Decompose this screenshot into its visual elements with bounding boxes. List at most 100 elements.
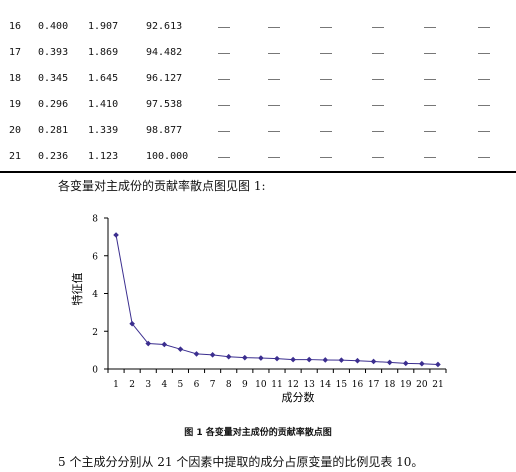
dash-mark — [424, 157, 436, 158]
x-tick-label: 20 — [416, 380, 428, 390]
data-point — [242, 354, 248, 361]
x-tick-label: 12 — [287, 380, 298, 390]
y-tick-label: 6 — [92, 252, 98, 262]
dash-mark — [218, 105, 230, 106]
x-tick-label: 6 — [194, 380, 200, 390]
table-cell: 17 — [9, 47, 22, 58]
intro-paragraph: 各变量对主成份的贡献率散点图见图 1: — [58, 179, 266, 193]
x-axis-label: 成分数 — [282, 391, 315, 404]
x-tick-label: 17 — [368, 380, 380, 390]
x-tick-label: 3 — [145, 380, 151, 390]
x-tick-label: 7 — [210, 380, 216, 390]
x-tick-label: 16 — [352, 380, 364, 390]
data-point — [145, 340, 152, 347]
table-cell: 21 — [9, 151, 22, 162]
y-tick-label: 2 — [92, 328, 98, 338]
table-row: 19 0.296 1.410 97.538 — [0, 95, 516, 115]
y-tick-label: 4 — [92, 290, 98, 300]
y-tick-label: 0 — [92, 366, 98, 376]
dash-mark — [478, 53, 490, 54]
data-point — [354, 357, 361, 364]
dash-mark — [268, 53, 280, 54]
data-point — [113, 232, 119, 238]
table-cell: 94.482 — [146, 47, 183, 58]
data-point — [225, 353, 232, 360]
dash-mark — [372, 27, 384, 28]
data-point — [322, 357, 329, 363]
table-cell: 0.393 — [38, 47, 69, 58]
dash-mark — [372, 105, 384, 106]
x-tick-label: 18 — [384, 380, 396, 390]
table-cell: 98.877 — [146, 125, 183, 136]
dash-mark — [268, 131, 280, 132]
figure-caption: 图 1 各变量对主成份的贡献率散点图 — [184, 428, 332, 438]
table-row: 17 0.393 1.869 94.482 — [0, 43, 516, 63]
y-tick-label: 8 — [92, 215, 98, 225]
dash-mark — [478, 131, 490, 132]
dash-mark — [372, 131, 384, 132]
x-tick-label: 1 — [113, 380, 119, 390]
dash-mark — [320, 131, 332, 132]
dash-mark — [268, 27, 280, 28]
dash-mark — [424, 131, 436, 132]
x-tick-label: 19 — [400, 380, 412, 390]
table-row: 16 0.400 1.907 92.613 — [0, 17, 516, 37]
table-cell: 0.345 — [38, 73, 69, 84]
data-point — [386, 359, 393, 366]
x-tick-label: 11 — [271, 380, 282, 390]
data-table: 16 0.400 1.907 92.613 17 0.393 1.869 94.482 18 0.… — [0, 0, 516, 173]
dash-mark — [218, 27, 230, 28]
table-bottom-rule — [0, 171, 516, 173]
table-row: 21 0.236 1.123 100.000 — [0, 147, 516, 167]
data-point — [419, 360, 425, 367]
footer-paragraph: 5 个主成分分别从 21 个因素中提取的成分占原变量的比例见表 10。 — [58, 455, 424, 469]
dash-mark — [478, 79, 490, 80]
table-cell: 100.000 — [146, 151, 189, 162]
data-point — [161, 341, 168, 348]
table-cell: 92.613 — [146, 21, 183, 32]
dash-mark — [320, 53, 332, 54]
data-point — [338, 357, 345, 363]
table-cell: 1.907 — [88, 21, 119, 32]
dash-mark — [320, 79, 332, 80]
dash-mark — [424, 53, 436, 54]
dash-mark — [218, 79, 230, 80]
x-tick-label: 9 — [242, 380, 248, 390]
dash-mark — [372, 157, 384, 158]
dash-mark — [372, 79, 384, 80]
x-tick-label: 4 — [161, 380, 167, 390]
table-cell: 20 — [9, 125, 22, 136]
data-point — [258, 355, 264, 361]
dash-mark — [372, 53, 384, 54]
x-tick-label: 21 — [432, 380, 443, 390]
data-point — [370, 358, 377, 365]
dash-mark — [320, 157, 332, 158]
table-cell: 1.869 — [88, 47, 119, 58]
x-tick-label: 15 — [336, 380, 348, 390]
dash-mark — [218, 53, 230, 54]
dash-mark — [478, 27, 490, 28]
x-tick-label: 8 — [226, 380, 232, 390]
x-tick-label: 2 — [129, 380, 135, 390]
table-cell: 97.538 — [146, 99, 183, 110]
table-cell: 1.645 — [88, 73, 119, 84]
dash-mark — [424, 79, 436, 80]
x-tick-label: 14 — [320, 380, 332, 390]
x-tick-label: 5 — [178, 380, 184, 390]
dash-mark — [478, 157, 490, 158]
dash-mark — [268, 79, 280, 80]
data-point — [177, 346, 184, 352]
table-cell: 0.296 — [38, 99, 69, 110]
table-cell: 16 — [9, 21, 22, 32]
y-axis-label: 特征值 — [70, 273, 84, 306]
dash-mark — [478, 105, 490, 106]
table-cell: 0.400 — [38, 21, 69, 32]
dash-mark — [268, 157, 280, 158]
table-cell: 0.236 — [38, 151, 69, 162]
table-cell: 1.339 — [88, 125, 119, 136]
data-point — [435, 361, 441, 368]
dash-mark — [424, 27, 436, 28]
x-tick-label: 10 — [255, 380, 267, 390]
table-cell: 19 — [9, 99, 22, 110]
table-cell: 1.410 — [88, 99, 119, 110]
